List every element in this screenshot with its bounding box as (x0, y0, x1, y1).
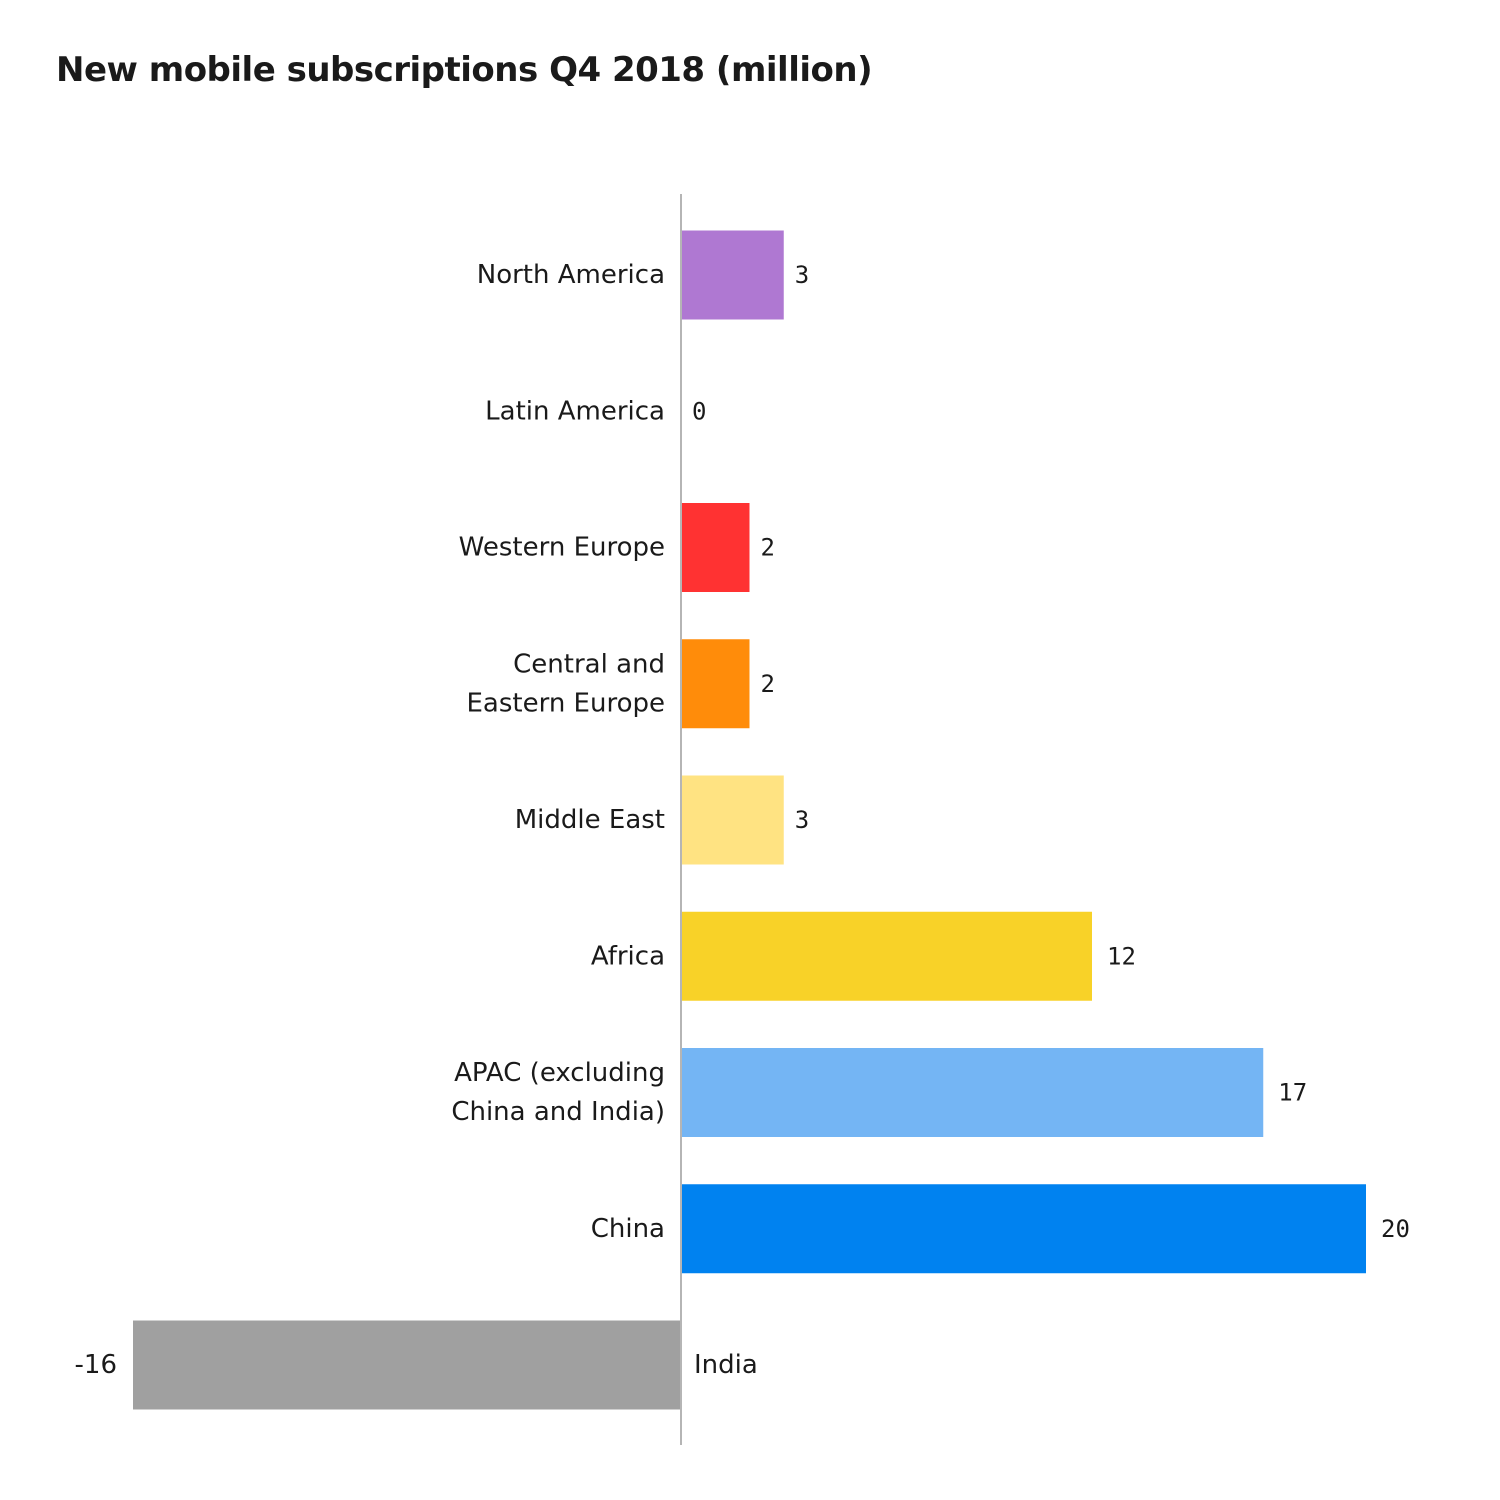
category-label-north-america: North America (477, 260, 665, 290)
bar-western-europe (681, 503, 750, 592)
chart-title: New mobile subscriptions Q4 2018 (millio… (56, 50, 873, 90)
value-label-north-america: 3 (795, 261, 809, 289)
value-label-central-and-eastern-europe: 2 (761, 670, 775, 698)
bars-group (133, 230, 1366, 1410)
bar-africa (681, 911, 1092, 1001)
category-label-apac-excluding-china-and-india: APAC (excluding China and India) (451, 1058, 665, 1127)
labels-group: North America 3 Latin America 0 Western Euro… (75, 260, 1410, 1380)
category-label-western-europe: Western Europe (459, 533, 665, 563)
value-label-western-europe: 2 (761, 534, 775, 562)
category-label-india: India (694, 1350, 758, 1380)
category-label-china: China (591, 1214, 665, 1244)
value-label-latin-america: 0 (692, 397, 706, 425)
bar-apac-excluding-china-and-india (681, 1048, 1264, 1137)
category-label-latin-america: Latin America (485, 396, 665, 426)
category-label-central-and-eastern-europe: Central and Eastern Europe (466, 649, 665, 718)
value-label-apac-excluding-china-and-india: 17 (1278, 1079, 1307, 1107)
category-label-africa: Africa (591, 941, 665, 971)
bar-china (681, 1184, 1366, 1274)
bar-middle-east (681, 775, 784, 865)
bar-india (133, 1320, 681, 1410)
value-label-china: 20 (1381, 1215, 1410, 1243)
value-label-india: -16 (75, 1350, 117, 1380)
value-label-africa: 12 (1107, 942, 1136, 970)
category-label-middle-east: Middle East (515, 805, 665, 835)
bar-central-and-eastern-europe (681, 639, 750, 729)
value-label-middle-east: 3 (795, 806, 809, 834)
bar-north-america (681, 230, 784, 320)
